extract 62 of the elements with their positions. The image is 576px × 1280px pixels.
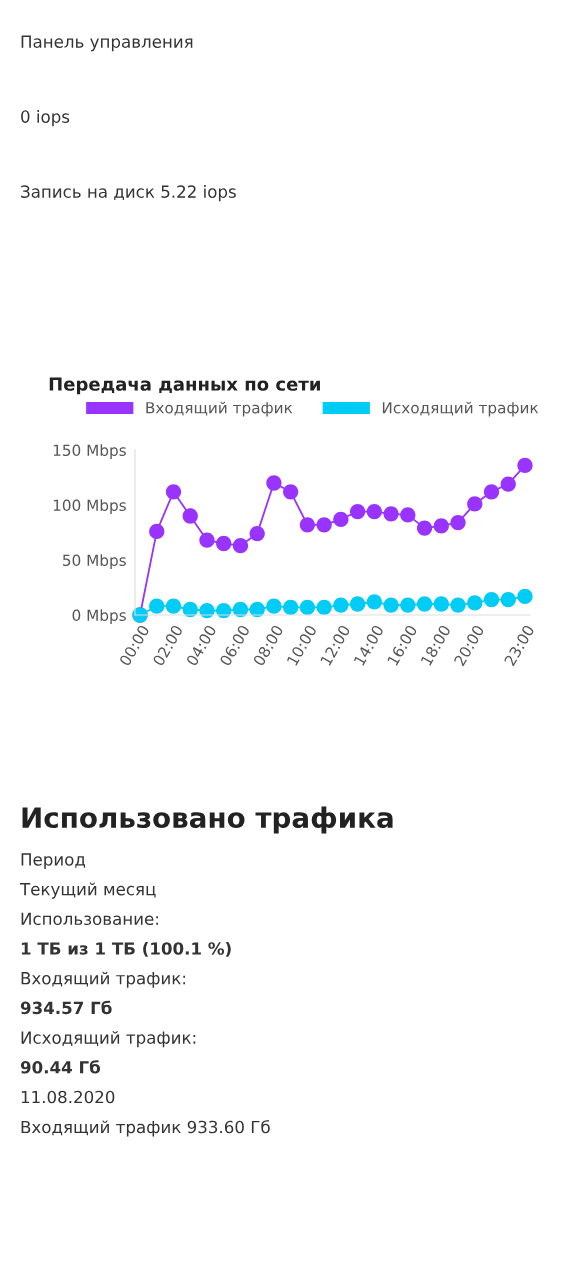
legend-label: Входящий трафик (146, 401, 293, 417)
point (283, 599, 299, 615)
text: 1 ТБ из 1 ТБ (100.1 %) (21, 941, 231, 957)
point (349, 596, 366, 612)
point (266, 598, 282, 614)
text: 90.44 Гб (20, 1060, 101, 1074)
point (283, 484, 299, 500)
point (517, 457, 533, 474)
text: 934.57 Гб (20, 1000, 112, 1015)
y-tick-label: 0 Mbps (72, 609, 126, 624)
point (433, 596, 449, 612)
point (500, 591, 516, 608)
text: 0 iops (21, 110, 70, 127)
text: Использовано трафика (22, 806, 393, 834)
point (266, 475, 282, 491)
point (316, 599, 332, 615)
point (149, 523, 165, 540)
point (500, 476, 516, 492)
point (450, 597, 466, 613)
point (450, 514, 466, 531)
text: 11.08.2020 (21, 1090, 115, 1104)
point (366, 503, 382, 520)
point (483, 484, 500, 500)
point (182, 508, 198, 524)
text: Запись на диск 5.22 iops (21, 185, 236, 202)
text: Период (21, 853, 86, 869)
point (400, 507, 416, 523)
point (299, 517, 316, 533)
point (383, 506, 399, 522)
legend-label: Исходящий трафик (382, 401, 539, 417)
chart-title: Передача данных по сети (49, 377, 320, 395)
point (416, 596, 433, 612)
point (467, 496, 483, 512)
point (400, 597, 416, 613)
point (299, 599, 316, 615)
point (165, 598, 182, 614)
point (249, 525, 265, 542)
y-tick-label: 100 Mbps (53, 499, 126, 514)
point (333, 597, 349, 613)
point (483, 591, 500, 608)
point (149, 598, 165, 614)
point (349, 503, 366, 520)
point (199, 532, 215, 548)
point (366, 594, 382, 610)
point (467, 595, 483, 611)
point (333, 511, 349, 527)
text: Входящий трафик: (21, 971, 186, 988)
point (416, 520, 433, 536)
text: Входящий трафик 933.60 Гб (21, 1120, 270, 1137)
point (165, 484, 182, 500)
text: Исходящий трафик: (21, 1031, 196, 1048)
point (232, 538, 249, 554)
point (316, 517, 332, 533)
point (517, 588, 533, 604)
y-tick-label: 150 Mbps (53, 444, 126, 459)
text: Текущий месяц (19, 882, 156, 899)
y-tick-label: 50 Mbps (63, 554, 126, 569)
text: Использование: (21, 912, 158, 926)
point (433, 518, 449, 534)
point (383, 597, 399, 613)
text: Панель управления (21, 35, 193, 52)
point (216, 535, 232, 552)
